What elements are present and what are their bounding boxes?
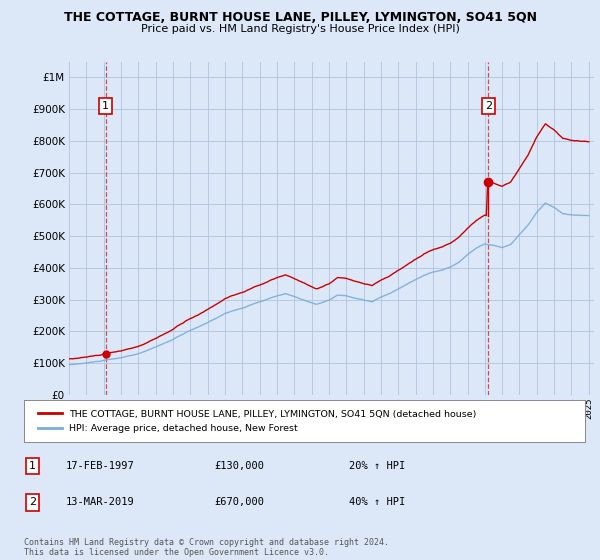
Text: Price paid vs. HM Land Registry's House Price Index (HPI): Price paid vs. HM Land Registry's House …	[140, 24, 460, 34]
Text: 2: 2	[485, 101, 492, 111]
Text: 1: 1	[102, 101, 109, 111]
Text: 17-FEB-1997: 17-FEB-1997	[66, 461, 135, 471]
Text: 2: 2	[29, 497, 36, 507]
Text: 13-MAR-2019: 13-MAR-2019	[66, 497, 135, 507]
Text: 1: 1	[29, 461, 36, 471]
Text: Contains HM Land Registry data © Crown copyright and database right 2024.
This d: Contains HM Land Registry data © Crown c…	[24, 538, 389, 557]
Text: 40% ↑ HPI: 40% ↑ HPI	[349, 497, 406, 507]
Text: £670,000: £670,000	[215, 497, 265, 507]
Text: THE COTTAGE, BURNT HOUSE LANE, PILLEY, LYMINGTON, SO41 5QN: THE COTTAGE, BURNT HOUSE LANE, PILLEY, L…	[64, 11, 536, 24]
Text: 20% ↑ HPI: 20% ↑ HPI	[349, 461, 406, 471]
Legend: THE COTTAGE, BURNT HOUSE LANE, PILLEY, LYMINGTON, SO41 5QN (detached house), HPI: THE COTTAGE, BURNT HOUSE LANE, PILLEY, L…	[34, 405, 481, 437]
Text: £130,000: £130,000	[215, 461, 265, 471]
